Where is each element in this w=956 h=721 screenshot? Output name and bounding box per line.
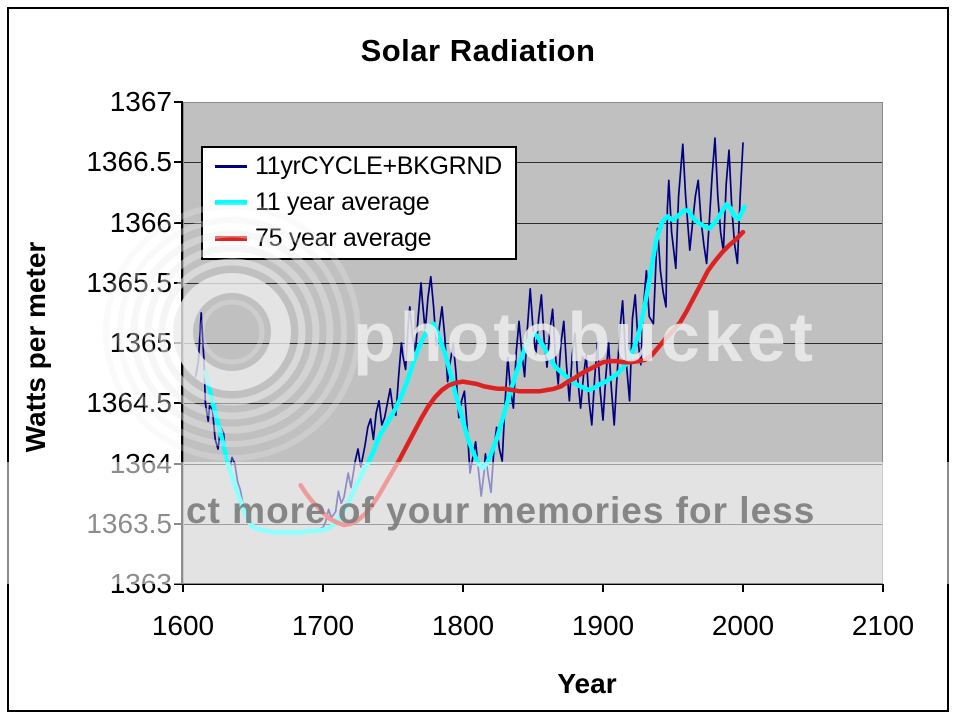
y-tick-label-1365: 1365 <box>109 327 172 358</box>
x-tick-label-1600: 1600 <box>151 610 215 641</box>
x-tick-2000 <box>742 584 744 592</box>
chart-border-frame <box>7 7 949 712</box>
x-tick-1700 <box>322 584 324 592</box>
gridline-1365 <box>184 343 882 344</box>
legend-item-75yr-average: 75 year average <box>203 220 515 256</box>
gridline-1364.5 <box>184 403 882 404</box>
y-tick-label-1363.5: 1363.5 <box>86 508 172 539</box>
legend-swatch-navy-line-icon <box>215 164 247 168</box>
y-tick-label-1365.5: 1365.5 <box>86 267 172 298</box>
x-tick-label-1900: 1900 <box>571 610 635 641</box>
y-tick-label-1366: 1366 <box>109 207 172 238</box>
y-tick-1365.5 <box>174 282 182 284</box>
y-tick-1364 <box>174 463 182 465</box>
y-tick-label-1366.5: 1366.5 <box>86 146 172 177</box>
y-axis-title: Watts per meter <box>20 241 51 453</box>
x-tick-label-1700: 1700 <box>291 610 355 641</box>
y-tick-1366 <box>174 222 182 224</box>
gridline-1365.5 <box>184 283 882 284</box>
legend-swatch-red-line-icon <box>215 235 247 241</box>
series-line-75 year average <box>298 229 746 528</box>
chart-title: Solar Radiation <box>360 33 596 68</box>
x-tick-label-2100: 2100 <box>851 610 915 641</box>
legend-swatch-cyan-line-icon <box>215 199 247 205</box>
x-tick-label-1800: 1800 <box>431 610 495 641</box>
y-tick-1367 <box>174 101 182 103</box>
y-tick-1366.5 <box>174 161 182 163</box>
y-tick-1363 <box>174 583 182 585</box>
gridline-1366 <box>184 223 882 224</box>
y-tick-label-1364.5: 1364.5 <box>86 387 172 418</box>
x-tick-2100 <box>882 584 884 592</box>
y-tick-1365 <box>174 342 182 344</box>
legend-label: 11yrCYCLE+BKGRND <box>255 151 502 180</box>
x-tick-1600 <box>182 584 184 592</box>
y-tick-label-1367: 1367 <box>109 86 172 117</box>
x-tick-1800 <box>462 584 464 592</box>
legend: 11yrCYCLE+BKGRND 11 year average 75 year… <box>201 146 517 260</box>
x-tick-label-2000: 2000 <box>711 610 775 641</box>
legend-label: 11 year average <box>255 187 430 216</box>
y-tick-1363.5 <box>174 523 182 525</box>
x-axis-line <box>181 583 883 585</box>
gridline-1366.5 <box>184 162 882 163</box>
legend-item-cycle: 11yrCYCLE+BKGRND <box>203 148 515 184</box>
y-tick-label-1364: 1364 <box>109 448 172 479</box>
x-axis-title: Year <box>557 668 617 699</box>
y-tick-1364.5 <box>174 402 182 404</box>
x-tick-1900 <box>602 584 604 592</box>
legend-label: 75 year average <box>255 223 432 252</box>
y-tick-label-1363: 1363 <box>109 568 172 599</box>
legend-item-11yr-average: 11 year average <box>203 184 515 220</box>
